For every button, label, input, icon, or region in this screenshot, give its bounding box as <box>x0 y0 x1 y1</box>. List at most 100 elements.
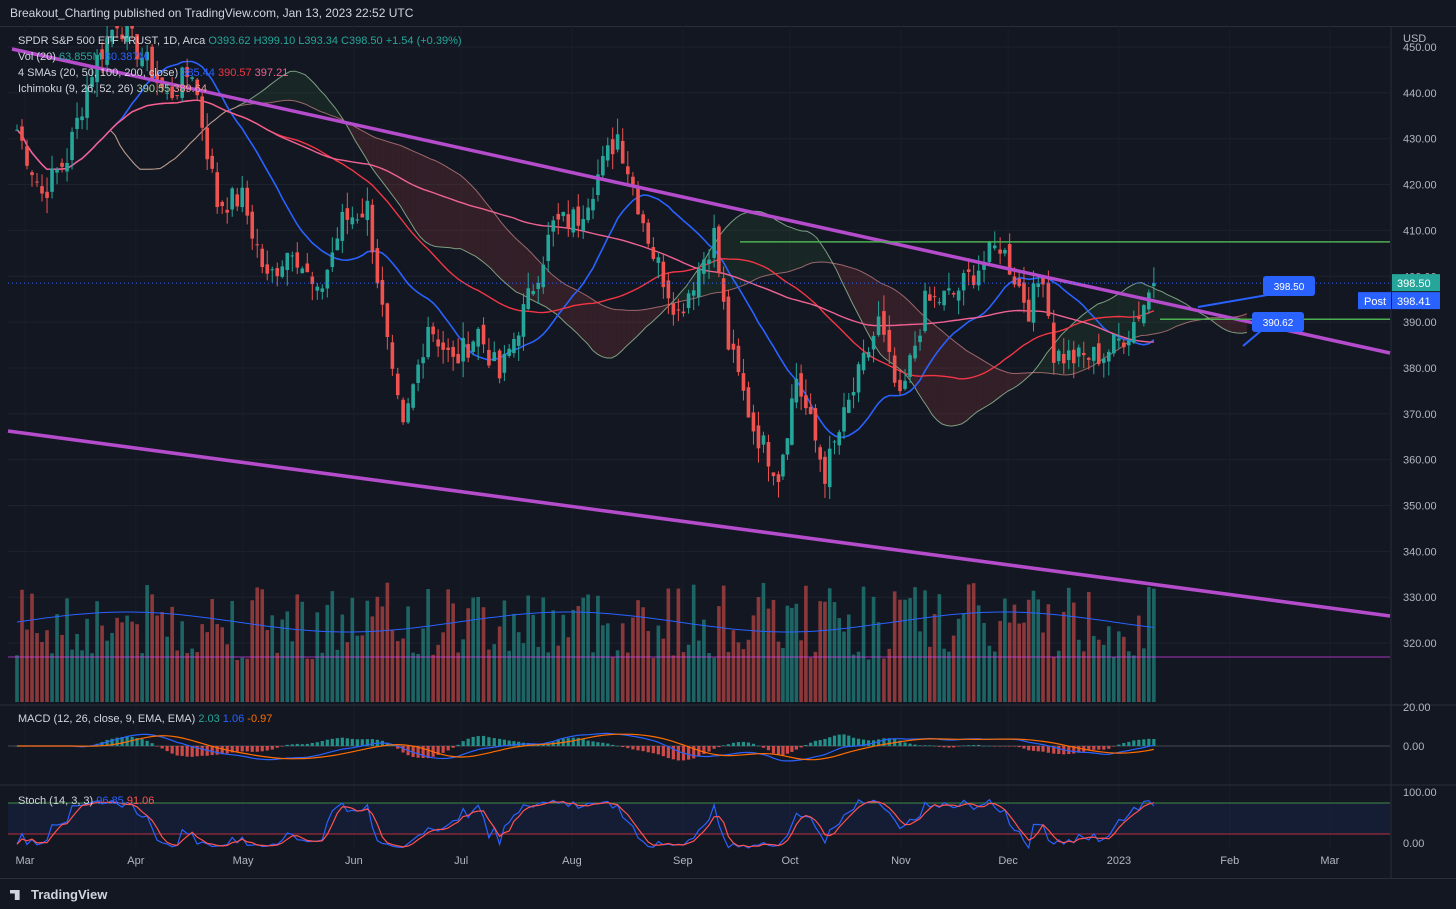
macd-histogram-bar <box>908 744 911 746</box>
macd-histogram-bar <box>246 746 249 751</box>
macd-histogram-bar <box>161 746 164 748</box>
candle-body <box>396 374 400 396</box>
volume-bar <box>908 598 912 702</box>
callout-last-text: 398.50 <box>1274 282 1305 293</box>
macd-histogram-bar <box>587 741 590 746</box>
candle-body <box>556 214 560 220</box>
candle-body <box>1013 276 1017 284</box>
macd-histogram-bar <box>156 746 159 747</box>
candle-body <box>923 291 927 331</box>
volume-bar <box>531 615 535 702</box>
volume-bar <box>215 624 219 702</box>
macd-histogram-bar <box>790 746 793 752</box>
candle-body <box>55 169 59 172</box>
price-tick: 360.00 <box>1403 455 1437 467</box>
volume-bar <box>366 601 370 702</box>
candle-body <box>536 283 540 289</box>
volume-bar <box>636 600 640 702</box>
callout-last-pointer <box>1198 294 1273 307</box>
candle-body <box>646 223 650 244</box>
time-tick: Sep <box>673 855 693 867</box>
macd-histogram-bar <box>181 746 184 756</box>
candle-body <box>260 249 264 267</box>
tradingview-logo[interactable]: TradingView <box>10 887 107 902</box>
price-tick: 410.00 <box>1403 225 1437 237</box>
volume-bar <box>195 652 199 702</box>
time-tick: Oct <box>781 855 798 867</box>
cloud-segment <box>866 274 871 339</box>
candle-body <box>762 435 766 444</box>
candle-body <box>1022 282 1026 302</box>
price-tick: 420.00 <box>1403 180 1437 192</box>
cloud-segment <box>290 71 295 101</box>
volume-bar <box>185 653 189 702</box>
cloud-segment <box>776 220 781 273</box>
candle-body <box>300 269 304 274</box>
macd-histogram-bar <box>457 745 460 746</box>
volume-bar <box>416 654 420 702</box>
cloud-segment <box>546 269 551 311</box>
volume-bar <box>596 596 600 702</box>
macd-histogram-bar <box>732 743 735 746</box>
macd-histogram-bar <box>838 735 841 746</box>
macd-histogram-bar <box>1132 740 1135 746</box>
volume-bar <box>998 621 1002 702</box>
candle-body <box>361 214 365 218</box>
candle-body <box>928 294 932 300</box>
candle-body <box>456 354 460 363</box>
cloud-segment <box>756 211 761 278</box>
macd-histogram-bar <box>1142 739 1145 746</box>
cloud-segment <box>626 310 631 346</box>
candle-body <box>451 347 455 357</box>
macd-histogram-bar <box>781 746 784 755</box>
macd-histogram-bar <box>767 746 770 750</box>
macd-histogram-bar <box>1152 739 1155 746</box>
price-tick: 430.00 <box>1403 134 1437 146</box>
cloud-segment <box>1172 297 1177 329</box>
volume-bar <box>140 653 144 702</box>
macd-histogram-bar <box>341 738 344 746</box>
volume-bar <box>15 655 19 702</box>
volume-bar <box>396 641 400 702</box>
volume-bar <box>280 619 284 702</box>
footer: TradingView <box>0 878 1456 909</box>
legend-ichimoku: Ichimoku (9, 26, 52, 26) 390.55 389.64 <box>18 83 207 95</box>
macd-histogram-bar <box>777 746 780 755</box>
volume-bar <box>100 626 104 702</box>
macd-histogram-bar <box>1122 743 1125 746</box>
volume-bar <box>933 614 937 702</box>
macd-histogram-bar <box>1057 746 1060 754</box>
volume-bar <box>767 609 771 702</box>
candle-body <box>833 441 837 442</box>
volume-bar <box>381 606 385 702</box>
callout-cloud-text: 390.62 <box>1263 318 1294 329</box>
cloud-segment <box>967 351 972 421</box>
macd-histogram-bar <box>819 740 822 746</box>
volume-bar <box>1087 592 1091 702</box>
macd-histogram-bar <box>867 740 870 746</box>
macd-histogram-bar <box>316 742 319 746</box>
volume-bar <box>180 621 184 702</box>
volume-bar <box>722 586 726 702</box>
cloud-segment <box>726 222 731 290</box>
cloud-segment <box>597 303 602 357</box>
macd-histogram-bar <box>847 736 850 746</box>
cloud-segment <box>315 84 320 111</box>
cloud-segment <box>957 343 962 425</box>
volume-bar <box>967 584 971 702</box>
cloud-segment <box>295 71 300 102</box>
candle-body <box>1087 358 1091 360</box>
macd-histogram-bar <box>176 746 179 756</box>
volume-bar <box>772 600 776 702</box>
macd-histogram-bar <box>271 746 274 750</box>
legend-stoch: Stoch (14, 3, 3) 96.85 91.06 <box>18 795 154 807</box>
cloud-segment <box>641 309 646 332</box>
candle-body <box>571 209 575 232</box>
cloud-segment <box>904 296 909 378</box>
candle-body <box>80 116 84 120</box>
volume-bar <box>391 630 395 702</box>
macd-histogram-bar <box>652 746 655 753</box>
publish-header: Breakout_Charting published on TradingVi… <box>0 0 1456 27</box>
macd-histogram-bar <box>171 746 174 754</box>
